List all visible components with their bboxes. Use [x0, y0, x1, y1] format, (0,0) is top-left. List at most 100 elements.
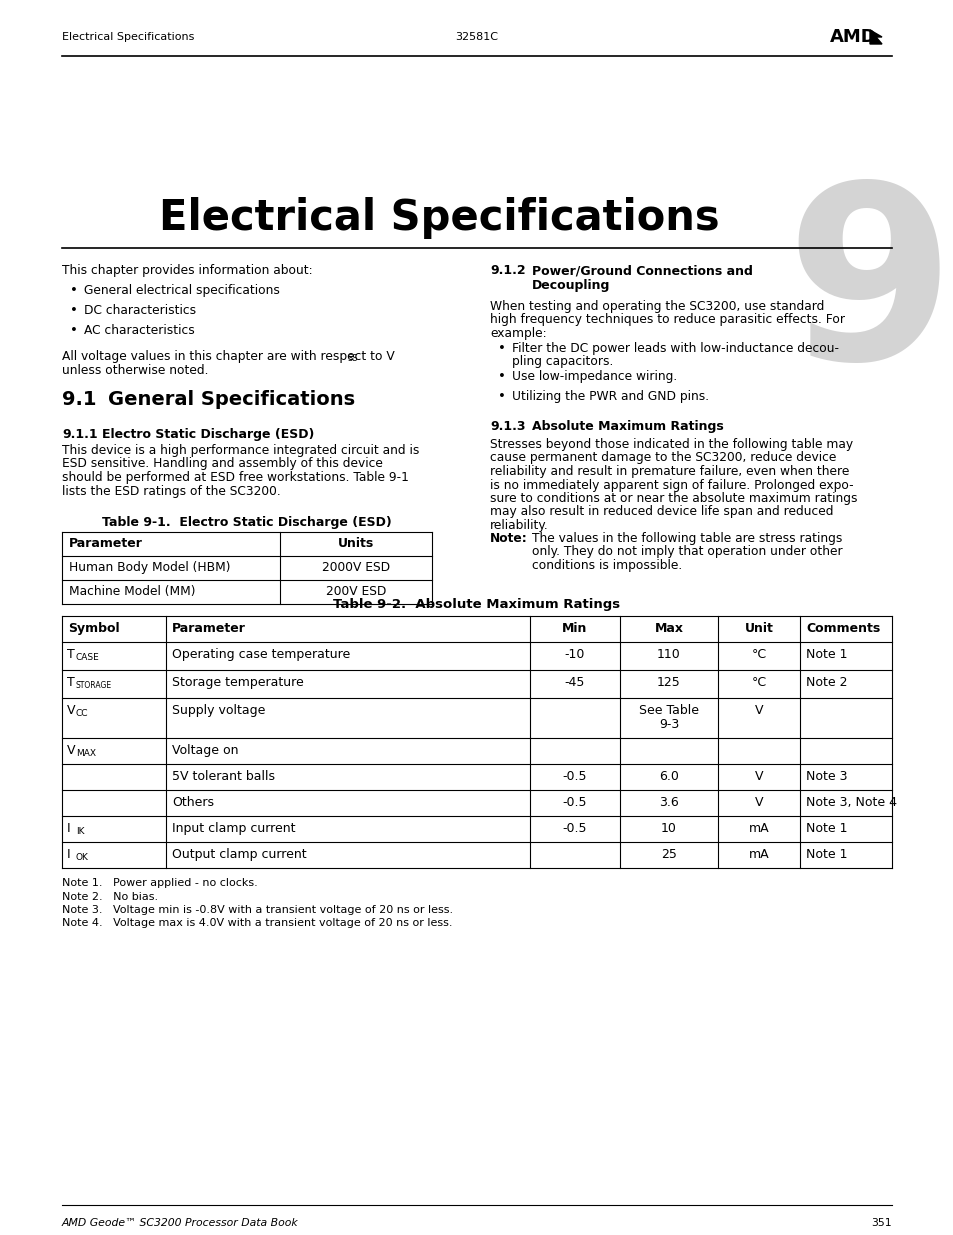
Text: Note 3, Note 4: Note 3, Note 4 — [805, 797, 896, 809]
Text: Output clamp current: Output clamp current — [172, 848, 306, 861]
Text: 2000V ESD: 2000V ESD — [321, 561, 390, 574]
Text: V: V — [754, 797, 762, 809]
Text: 200V ESD: 200V ESD — [326, 585, 386, 598]
Text: 110: 110 — [657, 648, 680, 661]
Text: cause permanent damage to the SC3200, reduce device: cause permanent damage to the SC3200, re… — [490, 452, 836, 464]
Text: -45: -45 — [564, 676, 584, 689]
Text: T: T — [67, 648, 74, 661]
Text: 9.1.3: 9.1.3 — [490, 420, 525, 433]
Text: DC characteristics: DC characteristics — [84, 304, 196, 317]
Text: Note 2.   No bias.: Note 2. No bias. — [62, 892, 158, 902]
Text: Stresses beyond those indicated in the following table may: Stresses beyond those indicated in the f… — [490, 438, 852, 451]
Text: -0.5: -0.5 — [562, 823, 587, 835]
Text: Power/Ground Connections and: Power/Ground Connections and — [532, 264, 752, 277]
Text: •: • — [70, 304, 78, 317]
Text: 9.1.2: 9.1.2 — [490, 264, 525, 277]
Text: Filter the DC power leads with low-inductance decou-: Filter the DC power leads with low-induc… — [512, 342, 838, 354]
Text: Table 9-1.  Electro Static Discharge (ESD): Table 9-1. Electro Static Discharge (ESD… — [102, 516, 392, 529]
Text: The values in the following table are stress ratings: The values in the following table are st… — [532, 532, 841, 545]
Text: reliability and result in premature failure, even when there: reliability and result in premature fail… — [490, 466, 848, 478]
Text: T: T — [67, 676, 74, 689]
Text: •: • — [497, 390, 505, 403]
Text: I: I — [67, 848, 71, 861]
Text: Storage temperature: Storage temperature — [172, 676, 303, 689]
Text: 9.1: 9.1 — [62, 390, 96, 409]
Text: Note 1: Note 1 — [805, 648, 846, 661]
Text: 32581C: 32581C — [455, 32, 498, 42]
Text: AC characteristics: AC characteristics — [84, 324, 194, 337]
Text: high frequency techniques to reduce parasitic effects. For: high frequency techniques to reduce para… — [490, 314, 844, 326]
Text: pling capacitors.: pling capacitors. — [512, 356, 613, 368]
Text: V: V — [754, 704, 762, 718]
Text: Note 1: Note 1 — [805, 848, 846, 861]
Text: Supply voltage: Supply voltage — [172, 704, 265, 718]
Text: Others: Others — [172, 797, 213, 809]
Text: 10: 10 — [660, 823, 677, 835]
Text: AMD: AMD — [829, 28, 876, 46]
Text: reliability.: reliability. — [490, 519, 548, 532]
Text: Human Body Model (HBM): Human Body Model (HBM) — [69, 561, 231, 574]
Text: -0.5: -0.5 — [562, 769, 587, 783]
Text: Note 4.   Voltage max is 4.0V with a transient voltage of 20 ns or less.: Note 4. Voltage max is 4.0V with a trans… — [62, 919, 452, 929]
Text: Use low-impedance wiring.: Use low-impedance wiring. — [512, 370, 677, 383]
Text: Units: Units — [337, 537, 374, 550]
Text: Max: Max — [654, 622, 682, 635]
Text: Table 9-2.  Absolute Maximum Ratings: Table 9-2. Absolute Maximum Ratings — [334, 598, 619, 611]
Text: mA: mA — [748, 823, 768, 835]
Text: Symbol: Symbol — [68, 622, 119, 635]
Text: SS: SS — [348, 354, 358, 363]
Text: Parameter: Parameter — [172, 622, 246, 635]
Text: example:: example: — [490, 327, 546, 340]
Text: •: • — [497, 342, 505, 354]
Text: This device is a high performance integrated circuit and is: This device is a high performance integr… — [62, 445, 419, 457]
Text: V: V — [67, 704, 75, 718]
Text: mA: mA — [748, 848, 768, 861]
Text: Input clamp current: Input clamp current — [172, 823, 295, 835]
Text: Electrical Specifications: Electrical Specifications — [62, 32, 194, 42]
Text: 5V tolerant balls: 5V tolerant balls — [172, 769, 274, 783]
Text: 125: 125 — [657, 676, 680, 689]
Text: only. They do not imply that operation under other: only. They do not imply that operation u… — [532, 546, 841, 558]
Text: 9.1.1: 9.1.1 — [62, 429, 97, 441]
Text: V: V — [754, 769, 762, 783]
Text: Electrical Specifications: Electrical Specifications — [159, 198, 720, 240]
Text: Machine Model (MM): Machine Model (MM) — [69, 585, 195, 598]
Text: 9-3: 9-3 — [659, 718, 679, 730]
Text: All voltage values in this chapter are with respect to V: All voltage values in this chapter are w… — [62, 350, 395, 363]
Text: Note 1.   Power applied - no clocks.: Note 1. Power applied - no clocks. — [62, 878, 257, 888]
Text: °C: °C — [751, 676, 766, 689]
Text: CASE: CASE — [76, 653, 100, 662]
Text: AMD Geode™ SC3200 Processor Data Book: AMD Geode™ SC3200 Processor Data Book — [62, 1218, 298, 1228]
Text: I: I — [67, 823, 71, 835]
Text: V: V — [67, 743, 75, 757]
Text: -10: -10 — [564, 648, 584, 661]
Text: General Specifications: General Specifications — [108, 390, 355, 409]
Text: 25: 25 — [660, 848, 677, 861]
Text: °C: °C — [751, 648, 766, 661]
Text: General electrical specifications: General electrical specifications — [84, 284, 279, 296]
Text: •: • — [497, 370, 505, 383]
Text: 351: 351 — [870, 1218, 891, 1228]
Text: CC: CC — [76, 709, 89, 718]
Text: 6.0: 6.0 — [659, 769, 679, 783]
Text: STORAGE: STORAGE — [76, 680, 112, 690]
Text: sure to conditions at or near the absolute maximum ratings: sure to conditions at or near the absolu… — [490, 492, 857, 505]
Text: Note:: Note: — [490, 532, 527, 545]
Text: Operating case temperature: Operating case temperature — [172, 648, 350, 661]
Text: should be performed at ESD free workstations. Table 9-1: should be performed at ESD free workstat… — [62, 471, 409, 484]
Text: Note 2: Note 2 — [805, 676, 846, 689]
Text: 9: 9 — [784, 175, 953, 411]
Text: Comments: Comments — [805, 622, 880, 635]
Text: Note 1: Note 1 — [805, 823, 846, 835]
Text: Absolute Maximum Ratings: Absolute Maximum Ratings — [532, 420, 723, 433]
Text: •: • — [70, 284, 78, 296]
Text: -0.5: -0.5 — [562, 797, 587, 809]
Text: MAX: MAX — [76, 748, 96, 758]
Text: Note 3.   Voltage min is -0.8V with a transient voltage of 20 ns or less.: Note 3. Voltage min is -0.8V with a tran… — [62, 905, 453, 915]
Text: •: • — [70, 324, 78, 337]
Text: Decoupling: Decoupling — [532, 279, 610, 291]
Polygon shape — [869, 30, 882, 44]
Text: Electro Static Discharge (ESD): Electro Static Discharge (ESD) — [102, 429, 314, 441]
Text: IK: IK — [76, 827, 85, 836]
Text: is no immediately apparent sign of failure. Prolonged expo-: is no immediately apparent sign of failu… — [490, 478, 853, 492]
